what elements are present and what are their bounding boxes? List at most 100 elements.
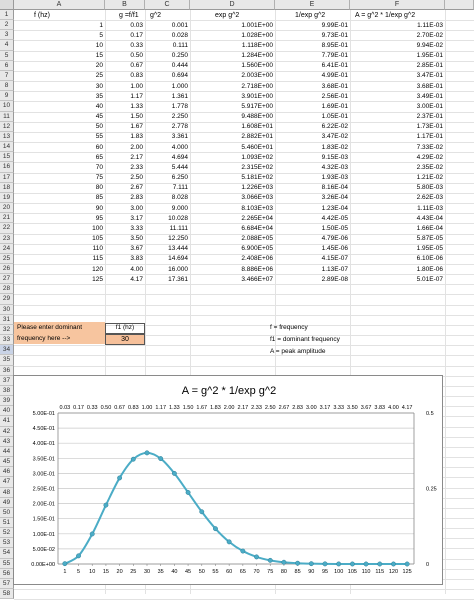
cell-exp[interactable]: 2.882E+01 (241, 133, 273, 141)
cell-exp[interactable]: 1.028E+00 (241, 31, 273, 39)
cell-frequency[interactable]: 80 (95, 184, 103, 192)
row-header-54[interactable]: 54 (0, 548, 14, 559)
cell-inverse-exp[interactable]: 9.15E-03 (321, 153, 348, 161)
cell-exp[interactable]: 3.901E+00 (241, 92, 273, 100)
cell-inverse-exp[interactable]: 1.93E-03 (321, 174, 348, 182)
row-header-29[interactable]: 29 (0, 294, 14, 305)
cell-frequency[interactable]: 35 (95, 92, 103, 100)
row-header-23[interactable]: 23 (0, 233, 14, 244)
cell-frequency[interactable]: 20 (95, 62, 103, 70)
header-amplitude[interactable]: A = g^2 * 1/exp g^2 (355, 12, 416, 19)
cell-g-squared[interactable]: 11.111 (169, 224, 188, 232)
row-header-32[interactable]: 32 (0, 324, 14, 336)
row-header-9[interactable]: 9 (0, 91, 14, 102)
cell-g[interactable]: 0.83 (130, 72, 143, 80)
cell-inverse-exp[interactable]: 4.79E-06 (321, 235, 348, 243)
cell-g[interactable]: 3.00 (130, 204, 143, 212)
cell-inverse-exp[interactable]: 6.22E-02 (321, 123, 348, 131)
cell-inverse-exp[interactable]: 4.32E-03 (321, 163, 348, 171)
cell-amplitude[interactable]: 1.73E-01 (416, 123, 443, 131)
row-header-44[interactable]: 44 (0, 446, 14, 458)
cell-exp[interactable]: 9.488E+00 (241, 113, 273, 121)
header-frequency[interactable]: f (hz) (34, 12, 50, 19)
cell-frequency[interactable]: 60 (95, 143, 103, 151)
cell-exp[interactable]: 1.001E+00 (241, 21, 273, 29)
cell-g-squared[interactable]: 16.000 (168, 265, 188, 273)
cell-g-squared[interactable]: 14.694 (168, 255, 188, 263)
cell-amplitude[interactable]: 1.17E-01 (416, 133, 443, 141)
cell-g-squared[interactable]: 0.444 (171, 62, 188, 70)
row-header-55[interactable]: 55 (0, 558, 14, 569)
cell-exp[interactable]: 2.088E+05 (241, 235, 273, 243)
cell-amplitude[interactable]: 4.29E-02 (416, 153, 443, 161)
cell-exp[interactable]: 2.315E+02 (241, 163, 273, 171)
cell-exp[interactable]: 6.684E+04 (241, 224, 273, 232)
row-header-57[interactable]: 57 (0, 578, 14, 590)
cell-g-squared[interactable]: 6.250 (171, 174, 188, 182)
row-header-3[interactable]: 3 (0, 30, 14, 41)
cell-amplitude[interactable]: 1.95E-01 (416, 52, 443, 60)
row-header-42[interactable]: 42 (0, 426, 14, 437)
cell-exp[interactable]: 8.886E+06 (241, 265, 273, 273)
cell-inverse-exp[interactable]: 7.79E-01 (321, 52, 348, 60)
row-header-19[interactable]: 19 (0, 192, 14, 204)
cell-amplitude[interactable]: 5.01E-07 (416, 275, 443, 283)
cell-exp[interactable]: 1.093E+02 (241, 153, 273, 161)
cell-exp[interactable]: 2.003E+00 (241, 72, 273, 80)
row-header-37[interactable]: 37 (0, 375, 14, 386)
row-header-5[interactable]: 5 (0, 50, 14, 61)
cell-inverse-exp[interactable]: 3.68E-01 (321, 82, 348, 90)
row-header-4[interactable]: 4 (0, 40, 14, 51)
row-header-13[interactable]: 13 (0, 131, 14, 143)
cell-amplitude[interactable]: 3.47E-01 (416, 72, 443, 80)
row-header-36[interactable]: 36 (0, 365, 14, 376)
cell-amplitude[interactable]: 1.80E-06 (416, 265, 443, 273)
cell-inverse-exp[interactable]: 3.47E-02 (321, 133, 348, 141)
cell-g[interactable]: 1.00 (130, 82, 143, 90)
row-header-18[interactable]: 18 (0, 182, 14, 193)
cell-g[interactable]: 3.50 (130, 235, 143, 243)
cell-exp[interactable]: 8.103E+03 (241, 204, 273, 212)
cell-g[interactable]: 2.50 (130, 174, 143, 182)
row-header-46[interactable]: 46 (0, 467, 14, 478)
cell-amplitude[interactable]: 2.62E-03 (416, 194, 443, 202)
row-header-50[interactable]: 50 (0, 507, 14, 518)
cell-exp[interactable]: 2.265E+04 (241, 214, 273, 222)
row-header-14[interactable]: 14 (0, 142, 14, 153)
row-header-30[interactable]: 30 (0, 304, 14, 315)
cell-g[interactable]: 3.17 (130, 214, 143, 222)
cell-inverse-exp[interactable]: 9.99E-01 (321, 21, 348, 29)
cell-frequency[interactable]: 30 (95, 82, 103, 90)
cell-inverse-exp[interactable]: 1.50E-05 (321, 224, 348, 232)
cell-frequency[interactable]: 15 (95, 52, 103, 60)
cell-amplitude[interactable]: 5.87E-05 (416, 235, 443, 243)
row-header-39[interactable]: 39 (0, 396, 14, 407)
cell-frequency[interactable]: 100 (92, 224, 103, 232)
cell-frequency[interactable]: 1 (99, 21, 103, 29)
cell-g[interactable]: 1.67 (130, 123, 143, 131)
cell-g[interactable]: 2.33 (130, 163, 143, 171)
cell-g-squared[interactable]: 12.250 (168, 235, 188, 243)
cell-exp[interactable]: 1.284E+00 (241, 52, 273, 60)
cell-frequency[interactable]: 55 (95, 133, 103, 141)
cell-g[interactable]: 2.17 (130, 153, 143, 161)
cell-frequency[interactable]: 75 (95, 174, 103, 182)
cell-g[interactable]: 3.83 (130, 255, 143, 263)
header-g-squared[interactable]: g^2 (150, 12, 162, 19)
cell-g-squared[interactable]: 0.111 (172, 41, 188, 49)
row-header-33[interactable]: 33 (0, 335, 14, 346)
cell-inverse-exp[interactable]: 8.95E-01 (321, 41, 348, 49)
cell-g-squared[interactable]: 17.361 (168, 275, 188, 283)
cell-amplitude[interactable]: 2.37E-01 (416, 113, 443, 121)
cell-frequency[interactable]: 70 (95, 163, 103, 171)
cell-exp[interactable]: 5.460E+01 (241, 143, 273, 151)
cell-g-squared[interactable]: 1.778 (171, 102, 188, 110)
row-header-41[interactable]: 41 (0, 416, 14, 427)
cell-g[interactable]: 1.17 (130, 92, 143, 100)
cell-g[interactable]: 1.83 (130, 133, 143, 141)
row-header-26[interactable]: 26 (0, 264, 14, 275)
cell-frequency[interactable]: 50 (95, 123, 103, 131)
cell-g-squared[interactable]: 7.111 (172, 184, 188, 192)
cell-frequency[interactable]: 40 (95, 102, 103, 110)
cell-exp[interactable]: 2.718E+00 (241, 82, 273, 90)
